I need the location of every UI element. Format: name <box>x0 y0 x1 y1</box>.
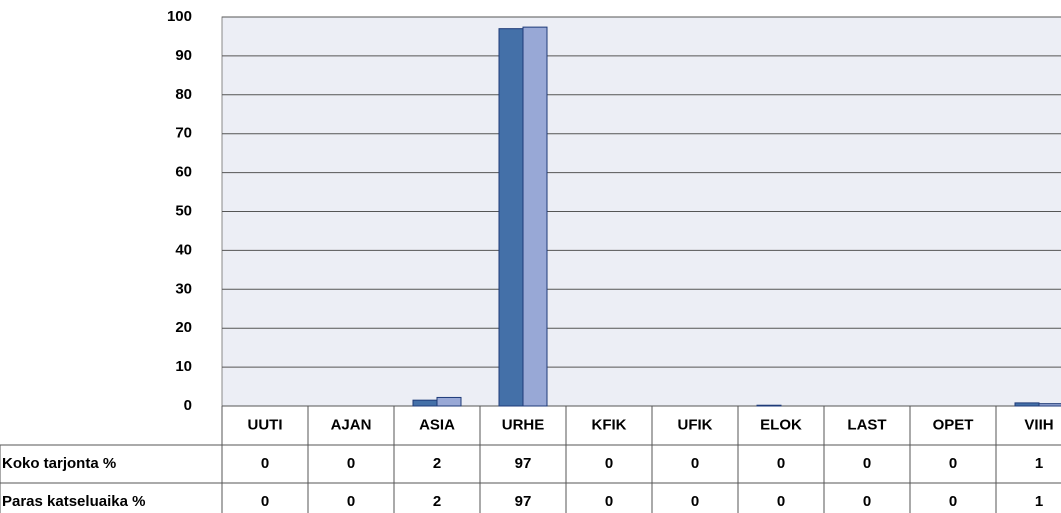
bar <box>756 404 782 407</box>
data-label: 0 <box>777 455 785 472</box>
y-tick-label: 50 <box>175 202 192 219</box>
y-tick-label: 80 <box>175 86 192 103</box>
data-label: 1 <box>1035 493 1043 510</box>
data-label: 0 <box>261 455 269 472</box>
data-label: 0 <box>605 493 613 510</box>
data-label: 0 <box>863 493 871 510</box>
bar <box>1014 402 1040 407</box>
data-label: 0 <box>949 493 957 510</box>
x-tick-label: KFIK <box>592 416 627 433</box>
data-label: 2 <box>433 455 441 472</box>
bar <box>1038 403 1061 407</box>
x-tick-label: VIIH <box>1024 416 1053 433</box>
bar <box>522 26 548 407</box>
y-tick-label: 30 <box>175 280 192 297</box>
data-label: 0 <box>777 493 785 510</box>
data-label: 0 <box>347 455 355 472</box>
y-tick-label: 70 <box>175 125 192 142</box>
y-tick-label: 0 <box>184 397 192 414</box>
data-label: 0 <box>261 493 269 510</box>
data-label: 0 <box>863 455 871 472</box>
x-tick-label: UFIK <box>678 416 713 433</box>
data-label: 2 <box>433 493 441 510</box>
y-tick-label: 10 <box>175 358 192 375</box>
x-tick-label: ELOK <box>760 416 802 433</box>
x-tick-label: LAST <box>847 416 886 433</box>
x-tick-label: AJAN <box>331 416 372 433</box>
y-tick-label: 20 <box>175 319 192 336</box>
data-label: 0 <box>347 493 355 510</box>
x-tick-label: OPET <box>933 416 974 433</box>
y-tick-label: 60 <box>175 164 192 181</box>
data-label: 97 <box>515 455 532 472</box>
data-label: 97 <box>515 493 532 510</box>
x-tick-label: ASIA <box>419 416 455 433</box>
y-tick-label: 90 <box>175 47 192 64</box>
data-label: 0 <box>605 455 613 472</box>
row-label: Koko tarjonta % <box>2 455 116 472</box>
bar <box>436 396 462 407</box>
data-label: 0 <box>949 455 957 472</box>
bar <box>498 28 524 407</box>
data-label: 0 <box>691 455 699 472</box>
x-tick-label: URHE <box>502 416 545 433</box>
row-label: Paras katseluaika % <box>2 493 145 510</box>
y-tick-label: 100 <box>167 8 192 25</box>
y-tick-label: 40 <box>175 241 192 258</box>
data-label: 0 <box>691 493 699 510</box>
bar <box>412 399 438 407</box>
x-tick-label: UUTI <box>248 416 283 433</box>
data-label: 1 <box>1035 455 1043 472</box>
